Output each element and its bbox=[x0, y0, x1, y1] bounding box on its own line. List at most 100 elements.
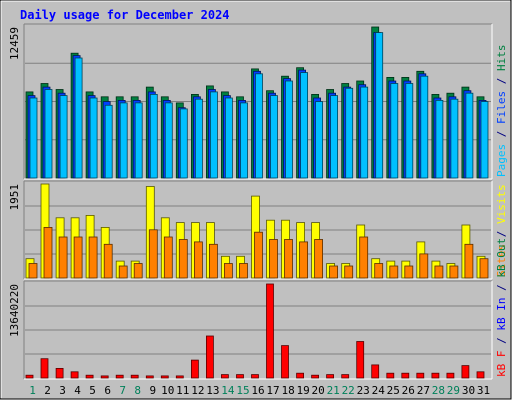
bar-sites-day-11 bbox=[178, 239, 188, 279]
bar-sites-day-18 bbox=[284, 239, 293, 279]
x-axis-labels: 1 2 3 4 5 6 7 8 9 10 11 12 13 14 15 16 17 18 19 20 21 22 23 24 2… bbox=[29, 384, 490, 397]
bar-pages-day-15 bbox=[240, 102, 248, 179]
legend-item-2: Files bbox=[495, 91, 508, 124]
bar-sites-day-13 bbox=[208, 243, 218, 279]
bar-pages-day-6 bbox=[104, 104, 113, 179]
legend-item-2: kB In bbox=[495, 298, 508, 331]
bar-sites-day-16 bbox=[254, 231, 263, 279]
bar-sites-day-7 bbox=[118, 265, 128, 279]
legend-item-3: / bbox=[495, 278, 508, 298]
bar-sites-day-29 bbox=[449, 265, 459, 279]
bar-pages-day-31 bbox=[480, 101, 489, 179]
bar-sites-day-3 bbox=[58, 236, 68, 279]
bar-kb-f-day-7 bbox=[115, 374, 124, 379]
bar-pages-day-7 bbox=[119, 102, 128, 179]
bar-pages-day-13 bbox=[209, 91, 218, 179]
bar-kb-f-day-11 bbox=[175, 375, 184, 379]
bar-sites-day-1 bbox=[28, 263, 38, 279]
x-tick-label: 13 bbox=[206, 384, 219, 397]
bar-pages-day-24 bbox=[375, 32, 384, 179]
bar-sites-day-26 bbox=[404, 265, 414, 279]
x-tick-label: 20 bbox=[311, 384, 324, 397]
x-tick-label: 29 bbox=[447, 384, 460, 397]
legend-item-0: Pages bbox=[495, 144, 508, 177]
bar-pages-day-17 bbox=[270, 95, 278, 179]
series-legend: Pages / Files / Hits bbox=[495, 45, 508, 178]
bar-pages-day-22 bbox=[345, 87, 354, 179]
x-tick-label: 8 bbox=[134, 384, 141, 397]
x-tick-label: 17 bbox=[266, 384, 279, 397]
bar-pages-day-27 bbox=[420, 75, 429, 179]
bar-pages-day-23 bbox=[360, 86, 369, 179]
bar-pages-day-28 bbox=[435, 100, 444, 179]
x-tick-label: 27 bbox=[417, 384, 430, 397]
bar-sites-day-28 bbox=[434, 265, 444, 279]
legend-item-0: Sites bbox=[495, 244, 508, 277]
panel-visits_sites: 1951 Sites / Visits bbox=[8, 180, 508, 280]
bar-pages-day-18 bbox=[285, 80, 293, 179]
bar-pages-day-29 bbox=[450, 98, 459, 179]
bar-kb-f-day-3 bbox=[55, 367, 64, 379]
bar-sites-day-17 bbox=[269, 239, 278, 279]
x-tick-label: 31 bbox=[477, 384, 490, 397]
legend-item-1: / bbox=[495, 124, 508, 144]
bar-pages-day-19 bbox=[300, 72, 309, 179]
bar-pages-day-5 bbox=[89, 97, 98, 179]
bar-pages-day-2 bbox=[44, 89, 53, 179]
x-tick-label: 7 bbox=[119, 384, 126, 397]
bar-kb-f-day-18 bbox=[281, 345, 289, 379]
bar-sites-day-19 bbox=[299, 241, 309, 279]
legend-item-3: / bbox=[495, 71, 508, 91]
bar-kb-f-day-2 bbox=[40, 358, 49, 379]
bar-sites-day-10 bbox=[163, 236, 173, 279]
bar-pages-day-25 bbox=[390, 83, 399, 179]
x-tick-label: 30 bbox=[462, 384, 475, 397]
bar-kb-f-day-17 bbox=[266, 283, 274, 379]
bar-sites-day-31 bbox=[479, 258, 489, 279]
x-tick-label: 15 bbox=[236, 384, 249, 397]
bar-kb-f-day-8 bbox=[130, 374, 139, 379]
series-legend: Sites / Visits bbox=[495, 184, 508, 277]
bar-pages-day-21 bbox=[330, 95, 339, 179]
x-tick-label: 9 bbox=[149, 384, 156, 397]
series-legend: kB F / kB In / kB Out bbox=[495, 238, 508, 377]
bar-kb-f-day-4 bbox=[70, 371, 79, 379]
x-tick-label: 19 bbox=[296, 384, 309, 397]
bar-pages-day-10 bbox=[164, 102, 173, 179]
x-tick-label: 16 bbox=[251, 384, 264, 397]
bar-sites-day-4 bbox=[73, 236, 83, 279]
bar-pages-day-14 bbox=[224, 97, 233, 179]
bar-kb-f-day-24 bbox=[371, 364, 380, 379]
bar-kb-f-day-5 bbox=[85, 374, 94, 379]
y-max-label: 13640220 bbox=[8, 284, 21, 337]
x-tick-label: 5 bbox=[89, 384, 96, 397]
bar-sites-day-25 bbox=[389, 265, 399, 279]
x-tick-label: 21 bbox=[327, 384, 340, 397]
x-tick-label: 4 bbox=[74, 384, 81, 397]
bar-kb-f-day-22 bbox=[341, 374, 350, 379]
x-tick-label: 18 bbox=[281, 384, 294, 397]
bar-kb-f-day-21 bbox=[326, 374, 335, 379]
chart-title: Daily usage for December 2024 bbox=[20, 8, 230, 22]
bar-kb-f-day-9 bbox=[145, 375, 154, 379]
bar-pages-day-8 bbox=[134, 102, 143, 179]
bar-sites-day-5 bbox=[88, 236, 98, 279]
bar-pages-day-30 bbox=[465, 92, 474, 179]
bar-kb-f-day-20 bbox=[311, 374, 320, 379]
bar-sites-day-14 bbox=[223, 263, 233, 279]
bar-pages-day-11 bbox=[179, 108, 188, 179]
x-tick-label: 23 bbox=[357, 384, 370, 397]
bar-kb-f-day-31 bbox=[476, 371, 485, 379]
chart-panels: 12459 Pages / Files / Hits 1951 Sites / Vis… bbox=[8, 23, 508, 380]
bar-pages-day-1 bbox=[29, 97, 38, 179]
bar-pages-day-20 bbox=[315, 101, 324, 179]
legend-item-1: / bbox=[495, 224, 508, 244]
bar-kb-f-day-12 bbox=[190, 359, 199, 379]
bar-kb-f-day-13 bbox=[205, 335, 214, 379]
x-tick-label: 24 bbox=[372, 384, 386, 397]
bar-pages-day-16 bbox=[255, 73, 263, 179]
x-tick-label: 22 bbox=[342, 384, 355, 397]
x-tick-label: 12 bbox=[191, 384, 204, 397]
bar-sites-day-9 bbox=[148, 229, 158, 279]
bar-sites-day-30 bbox=[464, 243, 474, 279]
